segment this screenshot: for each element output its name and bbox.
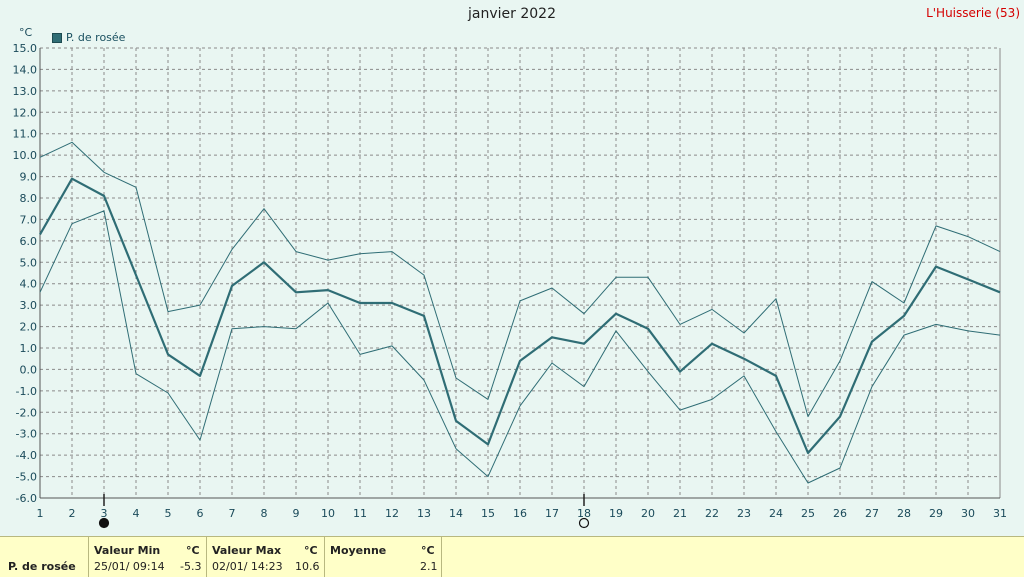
x-tick-label: 9 [293, 507, 300, 520]
x-tick-label: 10 [321, 507, 335, 520]
x-tick-label: 26 [833, 507, 847, 520]
y-tick-label: 11.0 [13, 128, 38, 141]
x-tick-label: 29 [929, 507, 943, 520]
footer-series-label: P. de rosée [8, 560, 76, 573]
x-tick-label: 20 [641, 507, 655, 520]
x-tick-label: 13 [417, 507, 431, 520]
x-tick-label: 12 [385, 507, 399, 520]
x-tick-label: 23 [737, 507, 751, 520]
x-tick-label: 5 [165, 507, 172, 520]
y-tick-label: 7.0 [20, 213, 38, 226]
y-tick-label: -6.0 [16, 492, 37, 505]
y-tick-label: 4.0 [20, 278, 38, 291]
x-tick-label: 16 [513, 507, 527, 520]
series [39, 141, 1001, 484]
min-date: 25/01/ 09:14 [94, 560, 165, 573]
x-tick-label: 17 [545, 507, 559, 520]
moon-phases [98, 494, 590, 529]
legend-swatch [52, 32, 62, 43]
y-tick-label: 12.0 [13, 106, 38, 119]
y-tick-label: 13.0 [13, 85, 38, 98]
new-moon-icon [98, 517, 110, 529]
legend: P. de rosée [52, 31, 125, 44]
series-line-max [39, 141, 1001, 418]
stats-footer: P. de rosée Valeur Min °C 25/01/ 09:14 -… [0, 536, 1024, 577]
chart-svg: 15.014.013.012.011.010.09.08.07.06.05.04… [13, 42, 1008, 529]
x-tick-label: 8 [261, 507, 268, 520]
min-value: -5.3 [180, 560, 202, 573]
x-tick-label: 21 [673, 507, 687, 520]
mean-unit: °C [421, 544, 435, 557]
y-tick-label: 2.0 [20, 321, 38, 334]
x-tick-label: 2 [69, 507, 76, 520]
x-tick-label: 1 [37, 507, 44, 520]
y-axis-unit: °C [19, 26, 33, 39]
legend-label: P. de rosée [66, 31, 126, 44]
y-tick-label: 10.0 [13, 149, 38, 162]
min-unit: °C [186, 544, 200, 557]
full-moon-icon [578, 517, 590, 529]
x-tick-label: 14 [449, 507, 463, 520]
mean-value: 2.1 [420, 560, 438, 573]
max-unit: °C [304, 544, 318, 557]
y-tick-label: 6.0 [20, 235, 38, 248]
y-tick-label: 0.0 [20, 363, 38, 376]
series-line-min [39, 210, 1001, 484]
footer-divider [324, 537, 325, 577]
x-tick-label: 3 [101, 507, 108, 520]
station-location: L'Huisserie (53) [926, 6, 1020, 20]
y-tick-label: 8.0 [20, 192, 38, 205]
x-tick-label: 27 [865, 507, 879, 520]
x-tick-label: 15 [481, 507, 495, 520]
x-tick-label: 22 [705, 507, 719, 520]
x-tick-label: 4 [133, 507, 140, 520]
y-tick-label: -1.0 [16, 385, 37, 398]
max-header: Valeur Max [212, 544, 282, 557]
y-tick-label: 9.0 [20, 171, 38, 184]
axes: 15.014.013.012.011.010.09.08.07.06.05.04… [13, 42, 1008, 520]
footer-divider [441, 537, 442, 577]
x-tick-label: 7 [229, 507, 236, 520]
x-tick-label: 25 [801, 507, 815, 520]
x-tick-label: 11 [353, 507, 367, 520]
y-tick-label: -5.0 [16, 471, 37, 484]
max-value: 10.6 [295, 560, 320, 573]
x-tick-label: 28 [897, 507, 911, 520]
x-tick-label: 18 [577, 507, 591, 520]
series-line-mean [39, 177, 1001, 455]
x-tick-label: 24 [769, 507, 783, 520]
y-tick-label: 15.0 [13, 42, 38, 55]
x-tick-label: 30 [961, 507, 975, 520]
x-tick-label: 6 [197, 507, 204, 520]
y-tick-label: -4.0 [16, 449, 37, 462]
y-tick-label: -3.0 [16, 428, 37, 441]
y-tick-label: 1.0 [20, 342, 38, 355]
y-tick-label: 14.0 [13, 63, 38, 76]
grid [39, 47, 1001, 499]
footer-divider [88, 537, 89, 577]
mean-header: Moyenne [330, 544, 387, 557]
max-date: 02/01/ 14:23 [212, 560, 283, 573]
min-header: Valeur Min [94, 544, 161, 557]
y-tick-label: 3.0 [20, 299, 38, 312]
chart-title: janvier 2022 [468, 6, 556, 22]
x-tick-label: 31 [993, 507, 1007, 520]
y-tick-label: -2.0 [16, 406, 37, 419]
y-tick-label: 5.0 [20, 256, 38, 269]
x-tick-label: 19 [609, 507, 623, 520]
footer-divider [206, 537, 207, 577]
